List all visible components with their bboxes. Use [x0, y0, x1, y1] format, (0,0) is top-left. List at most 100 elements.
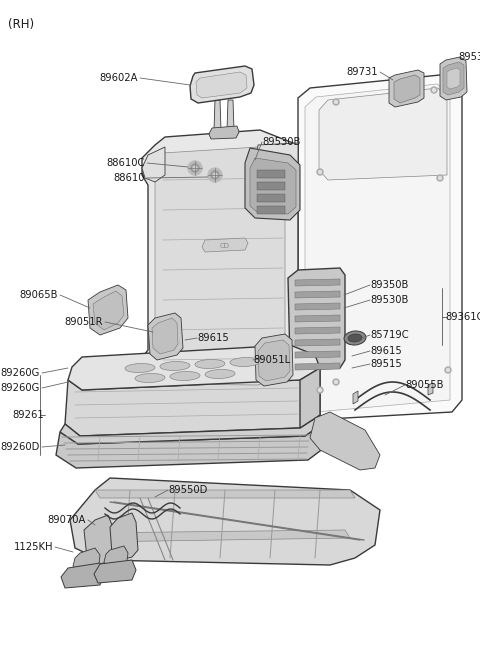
- Circle shape: [437, 175, 443, 181]
- Polygon shape: [305, 84, 450, 412]
- Ellipse shape: [160, 362, 190, 371]
- Circle shape: [335, 100, 337, 103]
- Polygon shape: [257, 206, 285, 214]
- Text: 89530B: 89530B: [370, 295, 408, 305]
- Ellipse shape: [348, 334, 362, 342]
- Text: 89070A: 89070A: [48, 515, 86, 525]
- Polygon shape: [295, 339, 340, 346]
- Polygon shape: [319, 88, 447, 180]
- Text: 1125KH: 1125KH: [13, 542, 53, 552]
- Polygon shape: [94, 560, 136, 583]
- Polygon shape: [250, 158, 296, 214]
- Polygon shape: [295, 303, 340, 310]
- Polygon shape: [257, 194, 285, 202]
- Polygon shape: [110, 513, 138, 560]
- Text: 89065B: 89065B: [20, 290, 58, 300]
- Polygon shape: [227, 100, 234, 130]
- Circle shape: [431, 87, 437, 93]
- Text: 89055B: 89055B: [405, 380, 444, 390]
- Polygon shape: [295, 291, 340, 298]
- Text: 89515: 89515: [370, 359, 402, 369]
- Circle shape: [333, 99, 339, 105]
- Text: 89260G: 89260G: [0, 368, 40, 378]
- Polygon shape: [440, 57, 467, 100]
- Text: 89261: 89261: [12, 410, 44, 420]
- Polygon shape: [60, 415, 325, 444]
- Polygon shape: [85, 530, 350, 542]
- Text: 89051L: 89051L: [253, 355, 290, 365]
- Text: 89615: 89615: [197, 333, 229, 343]
- Circle shape: [333, 379, 339, 385]
- Circle shape: [319, 388, 322, 392]
- Polygon shape: [447, 68, 460, 89]
- Polygon shape: [202, 238, 248, 252]
- Polygon shape: [190, 66, 254, 103]
- Polygon shape: [258, 340, 290, 381]
- Text: 89260D: 89260D: [0, 442, 40, 452]
- Circle shape: [446, 369, 449, 371]
- Circle shape: [439, 176, 442, 179]
- Polygon shape: [196, 72, 247, 98]
- Text: CD: CD: [220, 243, 230, 249]
- Polygon shape: [295, 279, 340, 286]
- Polygon shape: [61, 563, 104, 588]
- Circle shape: [213, 173, 217, 177]
- Polygon shape: [353, 391, 358, 404]
- Polygon shape: [310, 412, 380, 470]
- Text: 89350B: 89350B: [370, 280, 408, 290]
- Circle shape: [445, 367, 451, 373]
- Circle shape: [319, 170, 322, 174]
- Polygon shape: [295, 315, 340, 322]
- Text: 89361C: 89361C: [445, 312, 480, 322]
- Polygon shape: [56, 422, 328, 468]
- Polygon shape: [295, 351, 340, 358]
- Circle shape: [188, 161, 202, 175]
- Ellipse shape: [205, 369, 235, 379]
- Ellipse shape: [195, 360, 225, 369]
- Polygon shape: [255, 334, 293, 386]
- Polygon shape: [104, 546, 128, 573]
- Polygon shape: [288, 268, 345, 370]
- Polygon shape: [300, 368, 320, 428]
- Text: 89051R: 89051R: [64, 317, 103, 327]
- Polygon shape: [295, 327, 340, 334]
- Circle shape: [335, 381, 337, 383]
- Text: (RH): (RH): [8, 18, 34, 31]
- Polygon shape: [255, 143, 298, 182]
- Circle shape: [317, 169, 323, 175]
- Polygon shape: [152, 318, 178, 354]
- Polygon shape: [88, 285, 128, 335]
- Polygon shape: [142, 147, 165, 182]
- Ellipse shape: [135, 373, 165, 383]
- Text: 85719C: 85719C: [370, 330, 408, 340]
- Polygon shape: [73, 548, 100, 578]
- Polygon shape: [65, 368, 320, 436]
- Polygon shape: [214, 100, 221, 130]
- Text: 89530B: 89530B: [262, 137, 300, 147]
- Text: 89260G: 89260G: [0, 383, 40, 393]
- Polygon shape: [93, 291, 124, 330]
- Ellipse shape: [344, 331, 366, 345]
- Polygon shape: [70, 478, 380, 565]
- Circle shape: [211, 171, 219, 179]
- Text: 89731: 89731: [347, 67, 378, 77]
- Polygon shape: [443, 62, 464, 95]
- Polygon shape: [257, 170, 285, 178]
- Text: 89550D: 89550D: [168, 485, 207, 495]
- Polygon shape: [257, 182, 285, 190]
- Polygon shape: [428, 383, 433, 395]
- Ellipse shape: [125, 364, 155, 373]
- Circle shape: [208, 168, 222, 182]
- Polygon shape: [84, 515, 115, 565]
- Circle shape: [193, 166, 197, 170]
- Circle shape: [432, 88, 435, 92]
- Polygon shape: [68, 345, 320, 390]
- Polygon shape: [155, 147, 285, 385]
- Polygon shape: [389, 70, 424, 107]
- Polygon shape: [394, 75, 420, 103]
- Polygon shape: [140, 130, 298, 400]
- Ellipse shape: [170, 371, 200, 381]
- Circle shape: [317, 387, 323, 393]
- Polygon shape: [148, 313, 183, 360]
- Text: 89615: 89615: [370, 346, 402, 356]
